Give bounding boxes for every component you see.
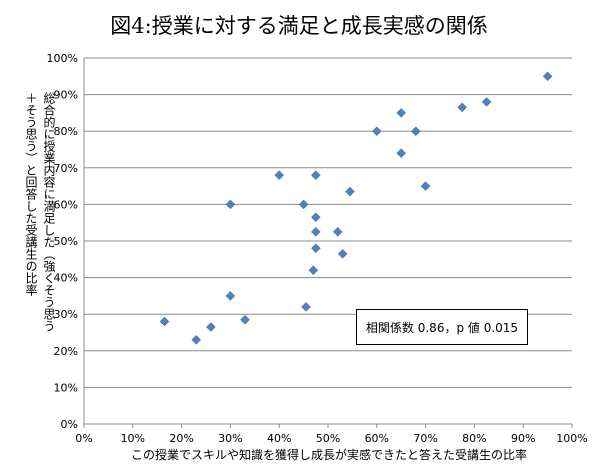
- x-tick-label: 90%: [511, 432, 535, 445]
- data-point: [481, 97, 492, 107]
- data-point: [396, 108, 407, 118]
- x-tick-label: 10%: [121, 432, 145, 445]
- data-point: [542, 71, 553, 82]
- y-axis-label-line-2: ＋そう思う）と回答した受講生の比率: [24, 92, 38, 296]
- y-tick-label: 60%: [54, 198, 78, 211]
- y-tick-label: 80%: [54, 125, 78, 138]
- data-point: [301, 302, 311, 312]
- data-point: [310, 212, 321, 223]
- x-axis-label: この授業でスキルや知識を獲得し成長が実感できたと答えた受講生の比率: [130, 448, 527, 462]
- data-point: [225, 199, 236, 210]
- data-point: [310, 170, 321, 180]
- data-point: [332, 226, 343, 237]
- data-point: [420, 181, 431, 191]
- y-tick-label: 20%: [54, 345, 78, 358]
- x-tick-label: 20%: [169, 432, 193, 445]
- data-point: [308, 265, 319, 276]
- y-tick-label: 40%: [54, 272, 78, 285]
- x-tick-label: 100%: [556, 432, 587, 445]
- x-tick-label: 70%: [413, 432, 437, 445]
- data-point: [191, 334, 202, 345]
- x-tick-label: 0%: [75, 432, 92, 445]
- y-tick-label: 50%: [54, 235, 78, 248]
- data-point: [371, 126, 382, 137]
- x-tick-label: 80%: [462, 432, 486, 445]
- correlation-annotation: 相関係数 0.86，p 値 0.015: [356, 309, 528, 345]
- y-tick-label: 30%: [54, 308, 78, 321]
- y-tick-label: 90%: [54, 89, 78, 102]
- y-tick-label: 10%: [54, 381, 78, 394]
- data-point: [206, 322, 216, 332]
- data-point: [298, 199, 309, 210]
- data-point: [310, 226, 321, 237]
- data-point: [396, 148, 407, 159]
- y-tick-label: 0%: [61, 418, 78, 431]
- chart-title: 図4:授業に対する満足と成長実感の関係: [110, 14, 488, 38]
- y-axis-label: 総合的に授業内容に満足した（強くそう思う ＋そう思う）と回答した受講生の比率: [2, 92, 58, 392]
- data-point: [345, 186, 355, 197]
- y-tick-label: 100%: [47, 52, 78, 65]
- data-point: [159, 316, 170, 327]
- data-point: [274, 170, 285, 180]
- data-point: [337, 248, 348, 259]
- x-tick-label: 60%: [365, 432, 389, 445]
- x-tick-label: 50%: [316, 432, 340, 445]
- data-point: [310, 243, 321, 254]
- y-tick-label: 70%: [54, 162, 78, 175]
- data-point: [240, 314, 250, 325]
- data-point: [410, 126, 421, 137]
- data-point: [225, 291, 236, 301]
- data-point: [457, 102, 468, 113]
- y-axis-label-line-1: 総合的に授業内容に満足した（強くそう思う: [42, 92, 56, 332]
- x-tick-label: 30%: [218, 432, 242, 445]
- x-tick-label: 40%: [267, 432, 291, 445]
